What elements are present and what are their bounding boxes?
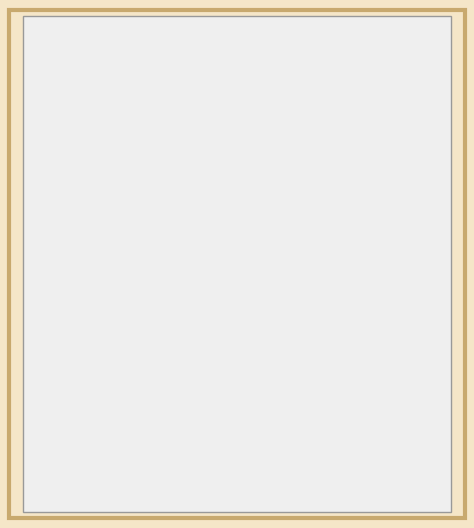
Bar xyxy=(139,53,201,83)
Text: Inspeccion: Inspeccion xyxy=(215,374,267,384)
Bar xyxy=(337,112,410,143)
Text: Azucar granulada: Azucar granulada xyxy=(46,63,132,73)
Bar xyxy=(137,112,200,143)
Text: Empaque: Empaque xyxy=(218,484,264,494)
Text: Derretido: Derretido xyxy=(351,254,397,264)
Text: Mezcla: Mezcla xyxy=(225,190,258,200)
Text: Recubrimiento: Recubrimiento xyxy=(206,316,277,326)
Text: Azucar y maltosa: Azucar y maltosa xyxy=(332,122,416,133)
Bar xyxy=(206,306,277,336)
Bar xyxy=(56,53,122,83)
Bar xyxy=(206,364,277,394)
Text: Productos fallados: Productos fallados xyxy=(81,314,170,324)
Bar xyxy=(87,304,164,334)
Text: Molido: Molido xyxy=(122,251,155,261)
Bar xyxy=(112,242,165,271)
Text: Goma base: Goma base xyxy=(57,122,112,133)
Bar xyxy=(337,180,410,210)
Bar xyxy=(207,180,275,210)
Bar xyxy=(343,244,405,274)
Text: Molido: Molido xyxy=(155,63,187,73)
Bar xyxy=(208,242,274,277)
Bar xyxy=(199,421,284,451)
Text: Productos aceptados: Productos aceptados xyxy=(191,431,292,441)
Text: Maltosa, sazonadores: Maltosa, sazonadores xyxy=(278,50,383,60)
Text: Moldeado y
estrujado: Moldeado y estrujado xyxy=(213,248,269,270)
Bar xyxy=(57,112,113,143)
Bar xyxy=(211,474,271,504)
Text: Derretido: Derretido xyxy=(146,122,191,133)
Text: Mezcla y coccion: Mezcla y coccion xyxy=(333,190,415,200)
